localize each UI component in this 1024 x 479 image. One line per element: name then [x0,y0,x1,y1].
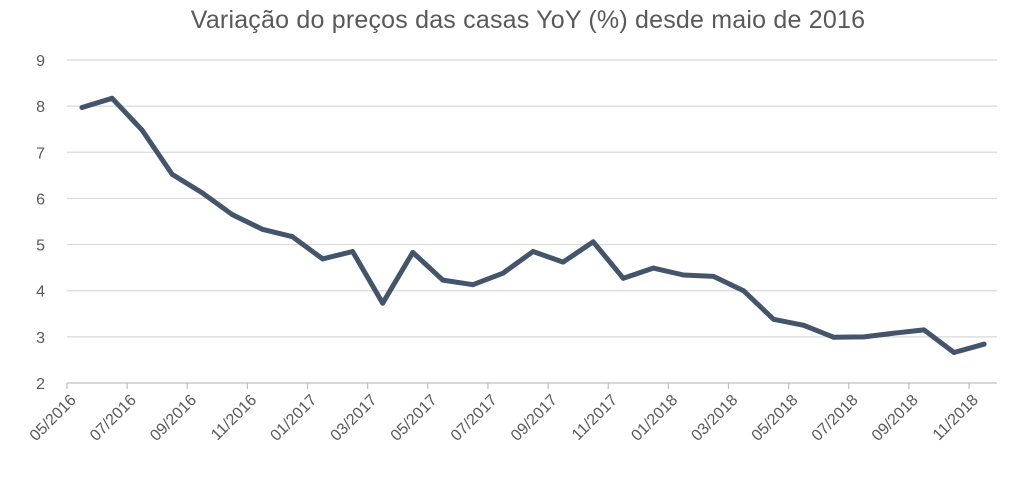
data-point [380,300,386,306]
x-tick-label: 01/2018 [628,392,681,445]
data-point [921,327,927,333]
data-point [650,265,656,271]
y-tick-label: 5 [36,238,45,255]
data-point [711,274,716,279]
x-tick-label: 09/2016 [147,392,200,445]
data-point [139,127,145,133]
data-point [500,270,506,276]
y-tick-label: 9 [36,53,45,70]
data-point [681,272,686,278]
data-point [801,322,807,328]
x-tick-label: 07/2017 [448,392,501,445]
data-point [891,330,897,336]
data-point [199,190,205,196]
x-tick-label: 03/2018 [688,392,741,445]
x-tick-label: 09/2017 [508,392,561,445]
data-point [470,282,476,288]
data-point [410,250,416,255]
data-point [530,249,536,254]
data-point [620,275,626,281]
x-tick-label: 05/2017 [388,392,441,445]
series-line [79,95,987,355]
y-tick-label: 2 [36,376,45,393]
data-point [290,234,295,240]
data-point [229,212,235,218]
data-point [861,334,867,340]
data-point [440,277,446,283]
x-tick-label: 01/2017 [267,392,320,445]
data-point [560,259,566,265]
y-tick-label: 8 [36,99,45,116]
data-point [260,226,265,232]
data-point [981,341,987,347]
data-point [741,288,746,294]
x-tick-label: 05/2016 [27,392,80,445]
data-point [320,256,325,262]
y-tick-label: 4 [36,284,45,301]
x-tick-label: 07/2018 [809,392,862,445]
data-point [951,350,957,355]
x-tick-label: 03/2017 [328,392,381,445]
x-tick-label: 09/2018 [869,392,922,445]
x-tick-label: 11/2016 [208,392,260,444]
x-tick-label: 07/2016 [87,392,140,445]
data-point [79,105,85,110]
data-point [109,95,115,101]
y-tick-label: 6 [36,191,45,208]
data-point [771,316,776,322]
chart-title: Variação do preços das casas YoY (%) des… [190,6,866,34]
y-tick-label: 7 [36,145,45,162]
x-tick-label: 11/2017 [569,392,621,444]
data-point [169,172,175,177]
y-tick-label: 3 [36,330,45,347]
data-point [831,334,837,340]
data-point [590,239,596,245]
x-tick-label: 05/2018 [749,392,802,445]
x-tick-label: 11/2018 [930,392,982,444]
data-point [350,249,355,254]
